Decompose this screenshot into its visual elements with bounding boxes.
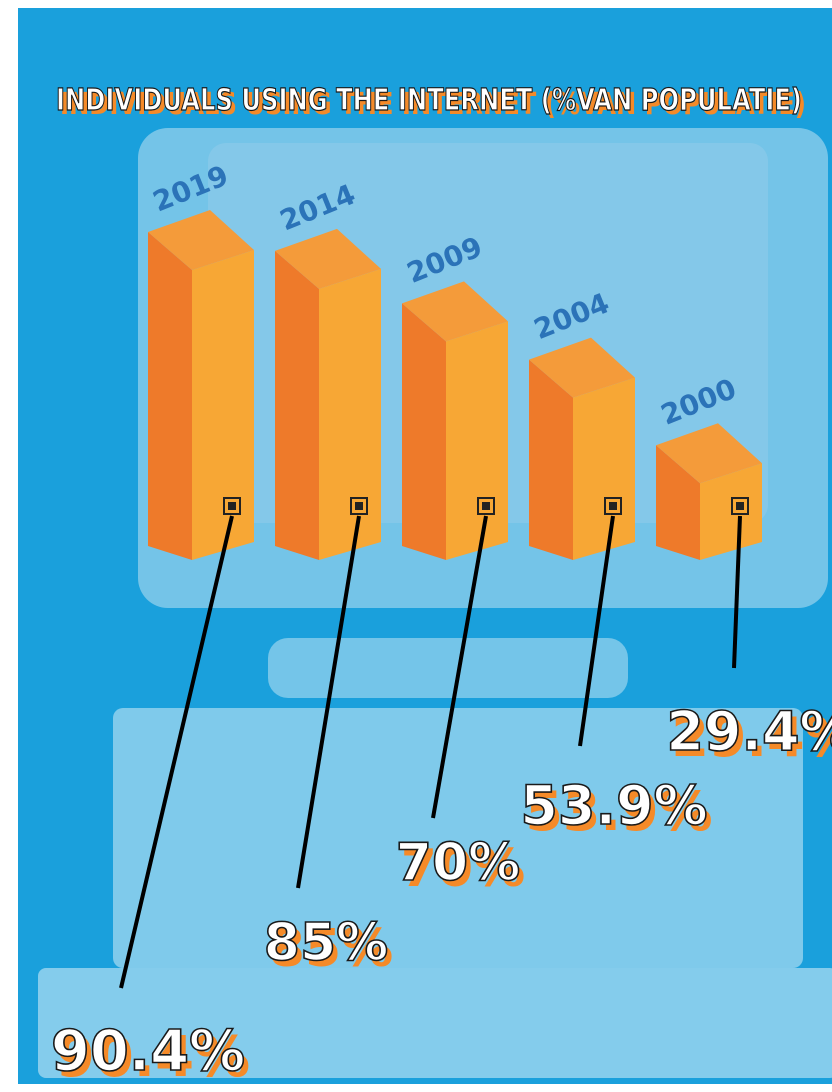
bar-marker-dot-2004 bbox=[609, 502, 617, 510]
bar-top-2014 bbox=[275, 228, 381, 289]
leader-lines bbox=[119, 515, 742, 989]
value-label-shadow-2000: 29.4% bbox=[671, 706, 832, 769]
chart-title-shadow: INDIVIDUALS USING THE INTERNET (%VAN POP… bbox=[60, 87, 806, 122]
value-label-2014: 85% bbox=[264, 913, 388, 973]
bar-top-2009 bbox=[402, 281, 508, 342]
bar-2019 bbox=[192, 250, 254, 561]
value-label-shadow-2014: 85% bbox=[269, 919, 393, 979]
bar-side-2004 bbox=[529, 359, 573, 560]
bar-marker-dot-2000 bbox=[736, 502, 744, 510]
monitor-stand bbox=[268, 638, 628, 698]
bar-2009 bbox=[446, 321, 508, 560]
value-label-shadow-2009: 70% bbox=[401, 839, 525, 899]
bar-marker-dot-2019 bbox=[228, 502, 236, 510]
bar-top-2004 bbox=[529, 337, 635, 398]
bar-side-2009 bbox=[402, 303, 446, 560]
value-label-2004: 53.9% bbox=[520, 774, 707, 837]
bar-top-2019 bbox=[148, 210, 254, 271]
value-label-shadow-2019: 90.4% bbox=[56, 1025, 250, 1084]
leader-line-2014 bbox=[296, 515, 361, 889]
value-labels: 90.4%90.4%85%85%70%70%53.9%53.9%29.4%29.… bbox=[50, 699, 832, 1084]
bar-side-2000 bbox=[656, 445, 700, 560]
bar-marker-2000 bbox=[731, 497, 749, 515]
bar-chart: INDIVIDUALS USING THE INTERNET (%VAN POP… bbox=[38, 82, 832, 1084]
value-label-shadow-2004: 53.9% bbox=[525, 780, 712, 843]
bar-marker-2009 bbox=[477, 497, 495, 515]
bar-top-2000 bbox=[656, 423, 762, 484]
leader-line-2000 bbox=[732, 515, 742, 669]
bars-group bbox=[148, 210, 762, 561]
bar-2014 bbox=[319, 268, 381, 560]
value-label-2019: 90.4% bbox=[51, 1019, 245, 1084]
keyboard bbox=[38, 968, 832, 1078]
bar-marker-2014 bbox=[350, 497, 368, 515]
leader-line-2009 bbox=[431, 515, 488, 819]
value-label-2009: 70% bbox=[396, 833, 520, 893]
value-label-2000: 29.4% bbox=[666, 700, 832, 763]
leader-line-2004 bbox=[578, 515, 615, 747]
computer-case bbox=[113, 708, 803, 968]
bar-marker-2004 bbox=[604, 497, 622, 515]
bar-side-2014 bbox=[275, 250, 319, 560]
chart-background: INDIVIDUALS USING THE INTERNET (%VAN POP… bbox=[18, 8, 832, 1084]
bar-marker-dot-2009 bbox=[482, 502, 490, 510]
chart-title: INDIVIDUALS USING THE INTERNET (%VAN POP… bbox=[56, 83, 802, 118]
bar-marker-2019 bbox=[223, 497, 241, 515]
bar-marker-dot-2014 bbox=[355, 502, 363, 510]
bar-2004 bbox=[573, 377, 635, 560]
bar-side-2019 bbox=[148, 232, 192, 561]
leader-line-2019 bbox=[119, 515, 234, 989]
